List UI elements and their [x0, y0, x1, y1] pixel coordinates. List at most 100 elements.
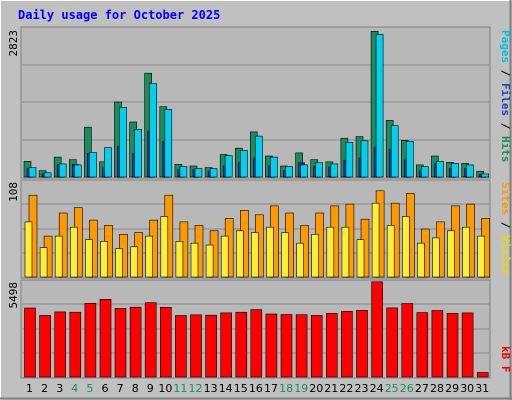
kbytes-bar [235, 311, 248, 378]
pages-bar [481, 173, 490, 178]
sites-bar [54, 235, 63, 278]
pages-bar [285, 166, 293, 178]
kbytes-bar [371, 281, 383, 378]
panel-3-legend: kB F [499, 346, 512, 373]
kbytes-bar [325, 312, 338, 378]
day-label: 19 [294, 382, 308, 395]
panel-2-bars [24, 190, 491, 278]
pages-bar [149, 83, 157, 178]
kbytes-bar [54, 311, 67, 378]
kbytes-bar [99, 298, 112, 378]
day-label: 23 [355, 382, 369, 395]
pages-bar [451, 163, 459, 178]
sites-bar [401, 216, 410, 278]
legend-separator: / [499, 63, 512, 83]
kbytes-bar [250, 309, 263, 378]
sites-bar [326, 226, 335, 278]
pages-bar [134, 129, 142, 178]
kbytes-bar [280, 314, 293, 378]
sites-bar [160, 216, 169, 278]
pages-bar [270, 156, 278, 178]
day-label: 29 [445, 382, 459, 395]
sites-bar [477, 235, 486, 278]
kbytes-bar [476, 372, 489, 378]
legend-separator: / [499, 116, 512, 136]
sites-bar [175, 241, 184, 278]
kbytes-bar [84, 302, 97, 378]
day-label: 21 [324, 382, 338, 395]
panel-1-max-label: 2823 [7, 30, 20, 57]
kbytes-bar [341, 310, 353, 378]
sites-bar [371, 202, 380, 278]
sites-bar [205, 244, 214, 278]
day-label: 30 [460, 382, 474, 395]
day-label: 16 [249, 382, 263, 395]
legend-files: Files [499, 83, 512, 116]
sites-bar [266, 226, 274, 278]
pages-bar [43, 172, 52, 178]
day-label: 6 [102, 382, 109, 395]
pages-bar [164, 109, 173, 178]
sites-bar [386, 225, 395, 278]
day-label: 27 [415, 382, 429, 395]
kbytes-bar [386, 307, 399, 378]
pages-bar [315, 162, 324, 178]
kbytes-bar [39, 315, 51, 378]
pages-bar [330, 163, 339, 178]
kbytes-bar [114, 308, 127, 378]
kbytes-bar [220, 312, 232, 378]
kbytes-bar [265, 313, 278, 378]
pages-bar [255, 135, 263, 178]
day-label: 15 [234, 382, 248, 395]
pages-bar [240, 150, 248, 178]
panel-1-bars [23, 30, 490, 178]
pages-bar [420, 166, 429, 178]
day-label: 14 [219, 382, 233, 395]
day-axis-labels: 1 2 3 4 5 6 7 8 9 10 11 12 13 14 15 16 17 18 19 20 21 22 23 24 2… [26, 382, 489, 395]
sites-bar [145, 235, 153, 278]
kbytes-bar [144, 302, 157, 378]
kbytes-bar [295, 314, 308, 378]
kbytes-bar [69, 311, 82, 378]
day-label: 12 [189, 382, 203, 395]
sites-bar [462, 226, 470, 278]
pages-bar [74, 164, 82, 178]
day-label: 13 [204, 382, 218, 395]
sites-bar [100, 241, 108, 278]
legend-visits: Visits [499, 235, 512, 275]
sites-bar [251, 232, 259, 278]
legend-pages: Pages [499, 30, 512, 63]
day-label: 18 [279, 382, 293, 395]
kbytes-panel: 5498 kB F [7, 279, 512, 379]
pages-bar [28, 167, 37, 178]
pages-bar [224, 155, 233, 178]
sites-bar [296, 242, 304, 278]
pages-bar [300, 164, 308, 178]
legend-separator: / [499, 215, 512, 235]
day-label: 17 [264, 382, 278, 395]
sites-bar [356, 239, 365, 278]
panel-2-max-label: 108 [7, 182, 20, 202]
day-label: 7 [117, 382, 124, 395]
sites-bar [190, 242, 199, 278]
day-label: 24 [370, 382, 384, 395]
pages-bar [179, 166, 188, 178]
kbytes-bar [24, 307, 36, 378]
visits-sites-panel: 108 Sites / Visits [7, 179, 512, 279]
panel-1-legend: Pages / Files / Hits [499, 30, 512, 163]
kbytes-bar [416, 312, 429, 378]
pages-bar [436, 161, 444, 178]
sites-bar [130, 246, 138, 278]
kbytes-bar [175, 315, 187, 378]
pages-bar [58, 163, 67, 178]
chart-title: Daily usage for October 2025 [18, 8, 220, 22]
pages-bar [89, 152, 97, 178]
pages-bar [375, 34, 384, 178]
kbytes-bar [461, 312, 474, 378]
kbytes-bar [310, 315, 323, 378]
pages-bar [104, 147, 112, 178]
sites-bar [281, 232, 289, 278]
day-label: 20 [309, 382, 323, 395]
pages-bar [119, 107, 127, 178]
